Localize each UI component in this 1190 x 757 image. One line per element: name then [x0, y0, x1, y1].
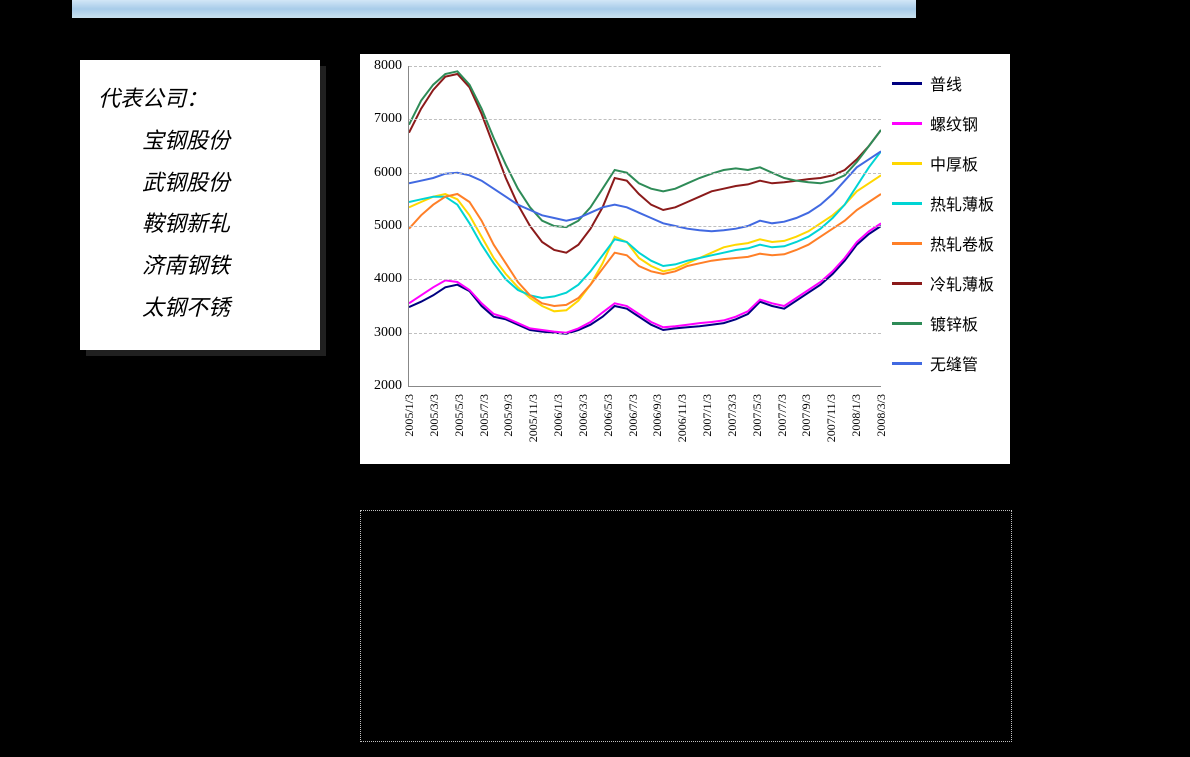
grid-line [409, 66, 881, 67]
company-list-box: 代表公司： 宝钢股份 武钢股份 鞍钢新轧 济南钢铁 太钢不锈 [80, 60, 320, 350]
company-list-title: 代表公司： [98, 78, 312, 120]
legend-swatch [892, 162, 922, 165]
y-tick-label: 4000 [374, 271, 402, 287]
legend-swatch [892, 122, 922, 125]
x-tick-label: 2005/9/3 [501, 394, 516, 437]
legend-item: 普线 [892, 74, 1004, 92]
y-tick-label: 8000 [374, 58, 402, 74]
legend-item: 热轧卷板 [892, 234, 1004, 252]
legend-swatch [892, 202, 922, 205]
y-axis: 2000 3000 4000 5000 6000 7000 8000 [360, 54, 406, 394]
legend-label: 中厚板 [930, 151, 978, 175]
legend-label: 镀锌板 [930, 311, 978, 335]
company-item: 宝钢股份 [98, 120, 312, 162]
x-tick-label: 2007/5/3 [750, 394, 765, 437]
legend-item: 冷轧薄板 [892, 274, 1004, 292]
y-tick-label: 6000 [374, 165, 402, 181]
legend-label: 螺纹钢 [930, 111, 978, 135]
x-tick-label: 2007/1/3 [700, 394, 715, 437]
x-tick-label: 2005/1/3 [402, 394, 417, 437]
x-tick-label: 2006/9/3 [650, 394, 665, 437]
grid-line [409, 226, 881, 227]
x-tick-label: 2007/7/3 [775, 394, 790, 437]
legend-item: 镀锌板 [892, 314, 1004, 332]
series-line [409, 71, 881, 227]
legend-item: 螺纹钢 [892, 114, 1004, 132]
legend-item: 无缝管 [892, 354, 1004, 372]
y-tick-label: 7000 [374, 111, 402, 127]
company-item: 武钢股份 [98, 162, 312, 204]
plot-area [408, 66, 881, 387]
legend-swatch [892, 282, 922, 285]
x-tick-label: 2005/11/3 [526, 394, 541, 442]
company-item: 鞍钢新轧 [98, 203, 312, 245]
x-tick-label: 2006/5/3 [601, 394, 616, 437]
legend-swatch [892, 362, 922, 365]
x-tick-label: 2008/3/3 [874, 394, 889, 437]
x-tick-label: 2005/7/3 [477, 394, 492, 437]
x-tick-label: 2005/5/3 [452, 394, 467, 437]
grid-line [409, 119, 881, 120]
header-gradient-bar [72, 0, 916, 18]
grid-line [409, 333, 881, 334]
legend-label: 热轧薄板 [930, 191, 994, 215]
legend-swatch [892, 242, 922, 245]
x-tick-label: 2007/11/3 [824, 394, 839, 442]
legend-label: 热轧卷板 [930, 231, 994, 255]
price-line-chart: 2000300040005000600070008000 2005/1/3200… [360, 54, 1010, 464]
y-tick-label: 2000 [374, 378, 402, 394]
x-tick-label: 2008/1/3 [849, 394, 864, 437]
legend-swatch [892, 322, 922, 325]
x-tick-label: 2006/1/3 [551, 394, 566, 437]
legend-label: 无缝管 [930, 351, 978, 375]
legend-label: 普线 [930, 71, 962, 95]
y-tick-label: 3000 [374, 325, 402, 341]
dotted-placeholder-box [360, 510, 1012, 742]
x-tick-label: 2007/9/3 [799, 394, 814, 437]
grid-line [409, 279, 881, 280]
x-axis: 2005/1/32005/3/32005/5/32005/7/32005/9/3… [408, 390, 880, 460]
grid-line [409, 173, 881, 174]
legend-swatch [892, 82, 922, 85]
x-tick-label: 2005/3/3 [427, 394, 442, 437]
x-tick-label: 2006/3/3 [576, 394, 591, 437]
legend-item: 热轧薄板 [892, 194, 1004, 212]
legend-item: 中厚板 [892, 154, 1004, 172]
x-tick-label: 2006/11/3 [675, 394, 690, 442]
company-item: 太钢不锈 [98, 287, 312, 329]
y-tick-label: 5000 [374, 218, 402, 234]
legend-label: 冷轧薄板 [930, 271, 994, 295]
company-item: 济南钢铁 [98, 245, 312, 287]
x-tick-label: 2006/7/3 [626, 394, 641, 437]
chart-legend: 普线螺纹钢中厚板热轧薄板热轧卷板冷轧薄板镀锌板无缝管 [892, 74, 1004, 394]
x-tick-label: 2007/3/3 [725, 394, 740, 437]
